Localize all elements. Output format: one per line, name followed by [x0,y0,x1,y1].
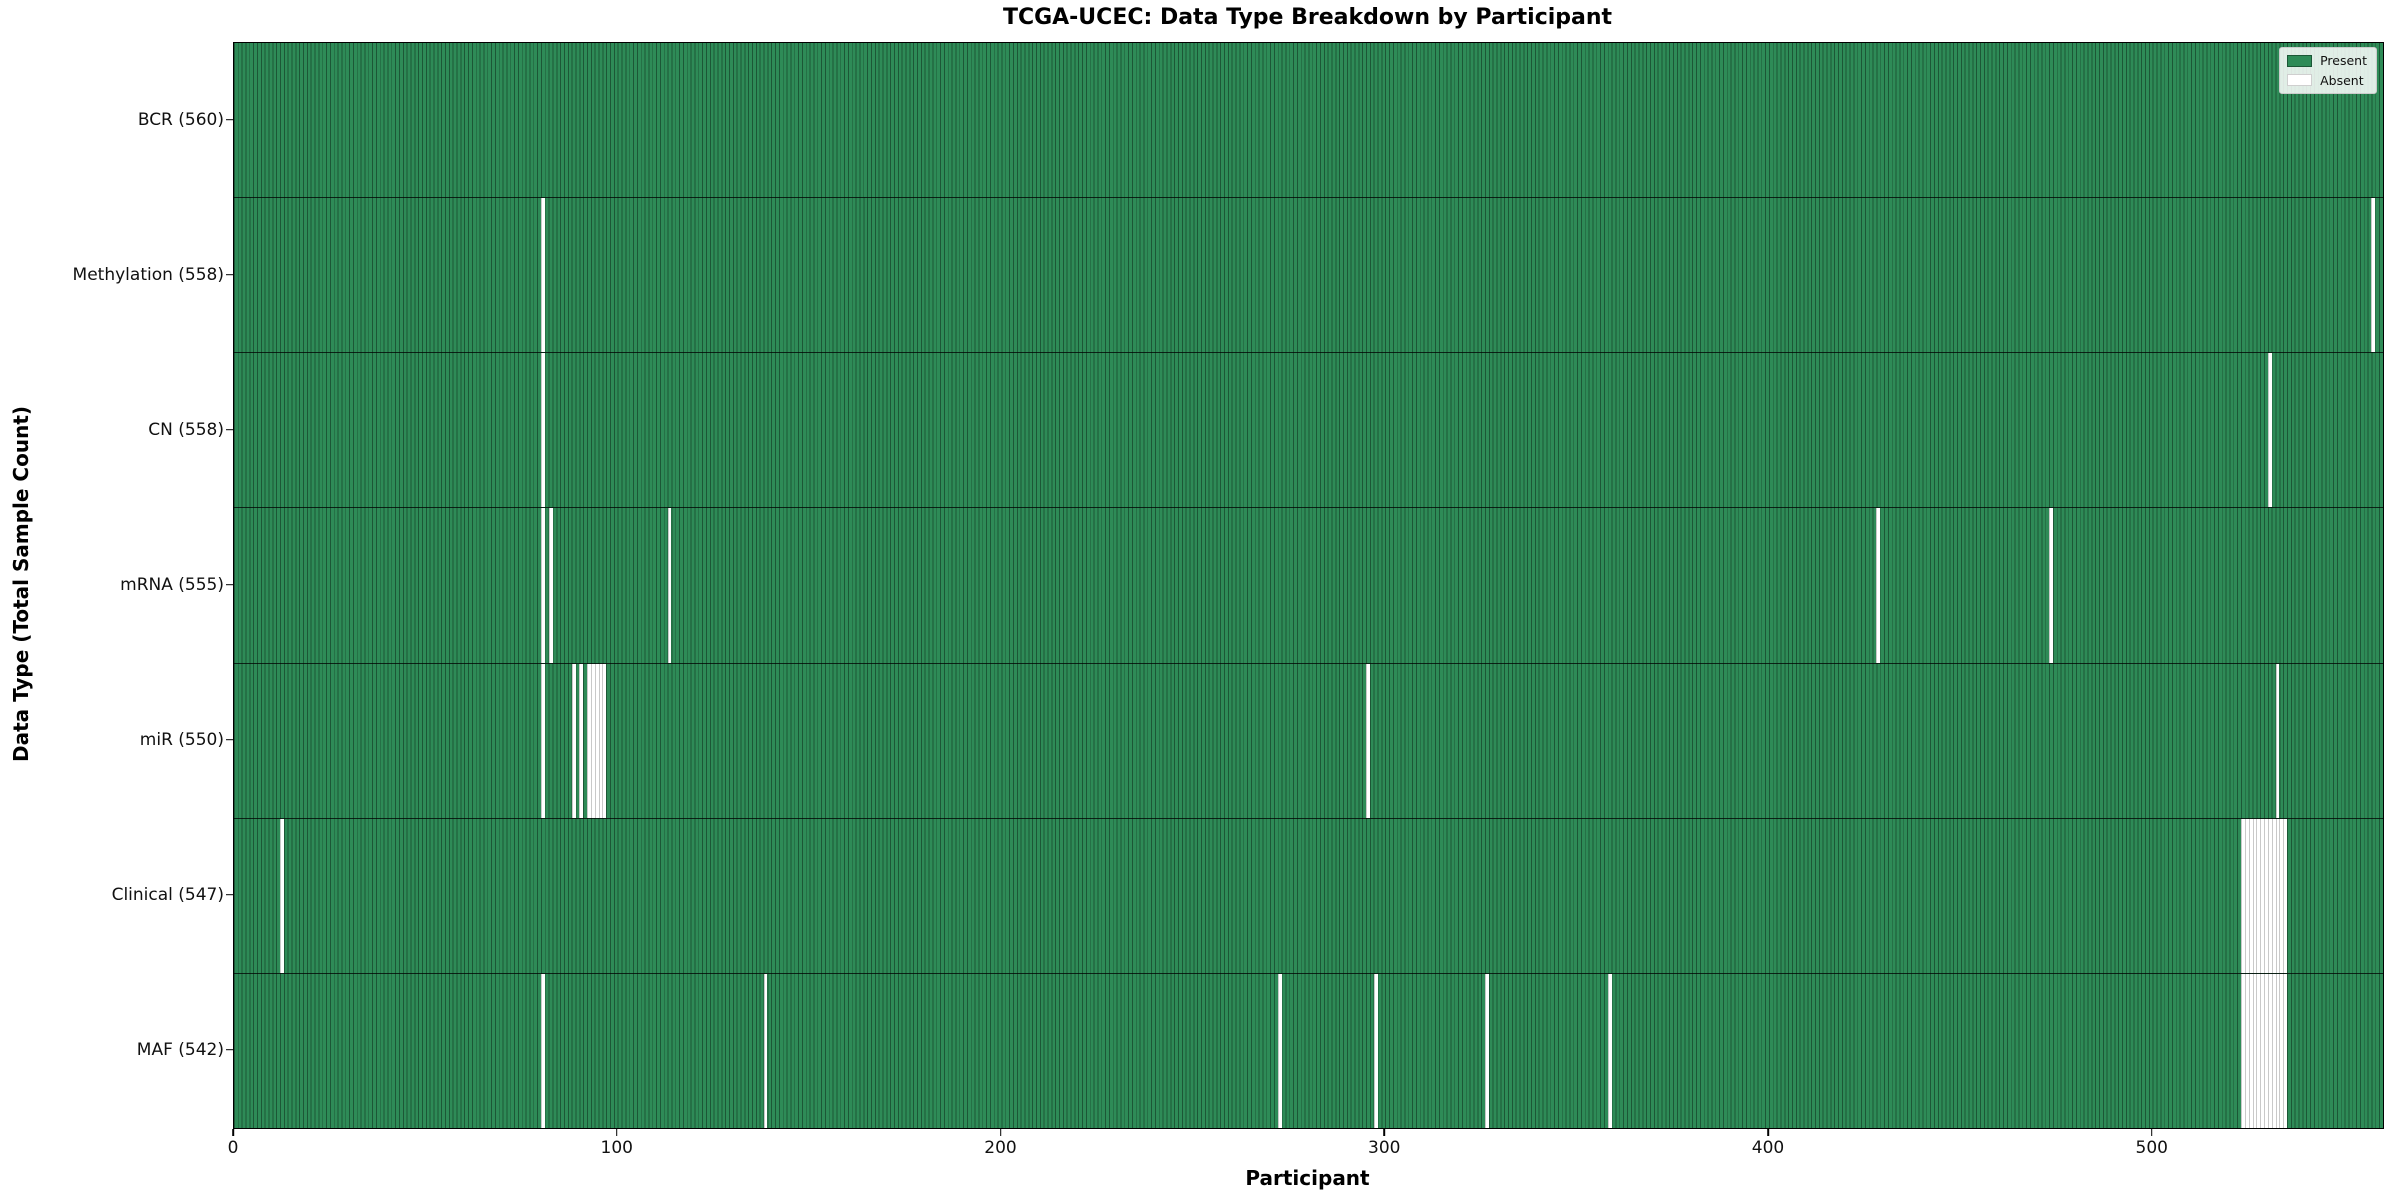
row-maf [234,972,2383,1128]
absent-mark-maf-p533 [2279,973,2284,1128]
y-tick-label-mrna: mRNA (555) [120,574,224,595]
y-tick-label-cn: CN (558) [148,419,224,440]
absent-mark-cn-p530 [2267,353,2272,508]
absent-mark-methylation-p557 [2371,198,2376,353]
y-tick-mark [226,583,233,586]
row-methylation [234,197,2383,353]
absent-mark-maf-p530 [2267,973,2272,1128]
absent-mark-mrna-p80 [541,508,545,663]
absent-mark-clinical-p12 [280,818,284,973]
y-axis-tick-labels: BCR (560) Methylation (558) CN (558) mRNA (… [0,42,224,1127]
absent-mark-mir-p93 [590,663,595,818]
absent-mark-clinical-p530 [2267,818,2272,973]
absent-mark-maf-p529 [2264,973,2268,1128]
x-tick-mark [1767,1129,1769,1136]
absent-mark-mir-p90 [579,663,584,818]
absent-mark-mrna-p428 [1876,508,1881,663]
plot-area [233,42,2384,1129]
x-tick-label-400: 400 [1751,1138,1785,1158]
absent-mark-clinical-p526 [2252,818,2257,973]
row-mir [234,662,2383,818]
absent-mark-maf-p528 [2260,973,2265,1128]
y-tick-mark [226,893,233,896]
y-tick-label-clinical: Clinical (547) [111,884,224,905]
absent-mark-maf-p526 [2252,973,2257,1128]
present-swatch-icon [2287,54,2313,67]
absent-mark-clinical-p531 [2271,818,2276,973]
absent-mark-mir-p295 [1366,663,1370,818]
absent-mark-clinical-p527 [2256,818,2261,973]
chart-title: TCGA-UCEC: Data Type Breakdown by Partic… [1002,5,1613,30]
x-axis-tick-labels: 0 100 200 300 400 500 [228,1138,2382,1160]
x-axis-title: Participant [1245,1166,1370,1190]
x-tick-label-300: 300 [1368,1138,1401,1158]
absent-mark-maf-p527 [2256,973,2261,1128]
y-tick-label-maf: MAF (542) [136,1039,224,1060]
x-tick-mark [232,1129,234,1136]
absent-mark-mrna-p113 [667,508,672,663]
absent-mark-maf-p524 [2244,973,2249,1128]
absent-mark-maf-p297 [1373,973,1378,1128]
y-axis-tick-marks [226,42,233,1127]
absent-mark-maf-p358 [1607,973,1612,1128]
legend-label-present: Present [2320,53,2367,68]
absent-mark-cn-p80 [541,353,545,508]
row-bcr [234,43,2383,198]
absent-mark-maf-p523 [2241,973,2245,1128]
absent-mark-maf-p138 [763,973,768,1128]
absent-mark-maf-p272 [1277,973,1282,1128]
x-tick-label-0: 0 [227,1138,239,1158]
legend-entry-absent: Absent [2287,73,2367,89]
absent-mark-clinical-p523 [2241,818,2245,973]
absent-mark-maf-p532 [2275,973,2280,1128]
y-tick-label-bcr: BCR (560) [137,109,224,130]
legend-label-absent: Absent [2320,72,2364,88]
absent-mark-maf-p525 [2248,973,2253,1128]
absent-mark-mrna-p82 [548,508,553,663]
row-clinical [234,817,2383,973]
absent-mark-clinical-p524 [2244,818,2249,973]
absent-mark-clinical-p525 [2248,818,2253,973]
absent-mark-mrna-p473 [2049,508,2053,663]
x-tick-mark [999,1129,1002,1136]
absent-mark-clinical-p528 [2260,818,2265,973]
x-tick-label-200: 200 [984,1138,1017,1158]
absent-mark-mir-p532 [2275,663,2280,818]
x-tick-mark [2150,1129,2153,1136]
absent-mark-maf-p534 [2283,973,2288,1128]
absent-mark-clinical-p529 [2264,818,2268,973]
row-mrna [234,507,2383,663]
absent-mark-mir-p96 [602,663,607,818]
y-tick-label-methylation: Methylation (558) [72,264,224,285]
x-tick-label-500: 500 [2135,1138,2168,1158]
y-tick-mark [226,428,233,431]
y-tick-mark [226,118,233,121]
absent-mark-methylation-p80 [541,198,545,353]
legend: Present Absent [2279,47,2377,95]
y-tick-mark [226,738,233,741]
y-tick-mark [226,273,233,276]
x-tick-label-100: 100 [600,1138,633,1158]
absent-mark-mir-p94 [594,663,599,818]
absent-mark-clinical-p533 [2279,818,2284,973]
absent-mark-mir-p95 [598,663,603,818]
absent-mark-clinical-p534 [2283,818,2288,973]
absent-mark-maf-p80 [541,973,545,1128]
legend-entry-present: Present [2287,53,2367,69]
absent-swatch-icon [2287,74,2313,87]
absent-mark-clinical-p532 [2275,818,2280,973]
absent-mark-maf-p531 [2271,973,2276,1128]
x-axis-tick-marks [232,1129,2382,1137]
absent-mark-mir-p88 [571,663,576,818]
x-tick-mark [1383,1129,1386,1136]
row-cn [234,352,2383,508]
x-tick-mark [615,1129,618,1136]
absent-mark-mir-p92 [587,663,591,818]
y-tick-mark [226,1048,233,1051]
absent-mark-mir-p80 [541,663,545,818]
absent-mark-maf-p326 [1485,973,1489,1128]
y-tick-label-mir: miR (550) [139,729,224,750]
